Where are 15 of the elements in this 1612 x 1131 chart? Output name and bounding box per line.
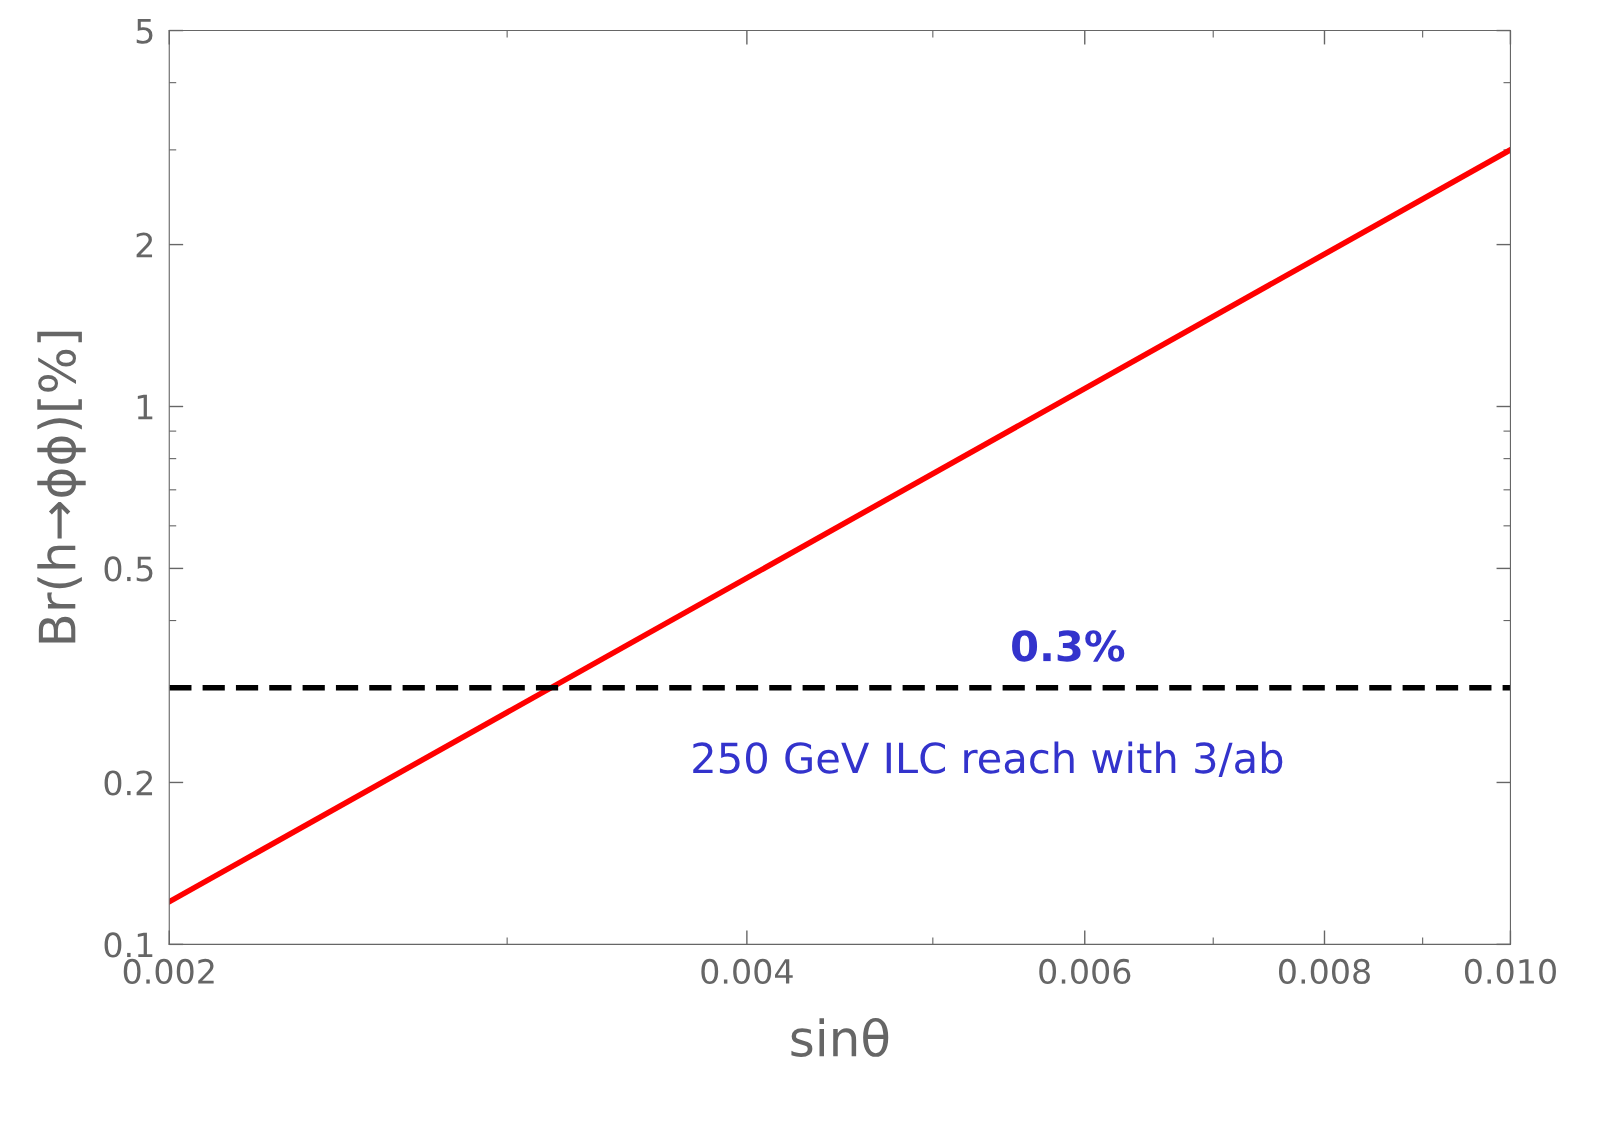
y-tick-label: 0.5: [104, 556, 153, 582]
annotation: 250 GeV ILC reach with 3/ab: [693, 741, 1283, 777]
y-tick-label: 0.2: [104, 770, 153, 796]
x-tick-label: 0.002: [123, 958, 214, 985]
x-tick-label: 0.004: [701, 958, 793, 985]
y-tick-label: 5: [136, 18, 153, 44]
y-tick-label: 0.1: [104, 932, 153, 958]
x-axis-title: sinθ: [791, 1017, 889, 1058]
y-tick-label: 1: [137, 394, 153, 420]
x-tick-label: 0.010: [1464, 958, 1556, 985]
x-tick-label: 0.008: [1278, 958, 1370, 985]
ref-line-label: 0.3%: [1012, 630, 1125, 662]
y-tick-label: 2: [136, 232, 153, 258]
y-axis-title: Br(h→ϕϕ)[%]: [37, 331, 86, 643]
x-tick-label: 0.006: [1039, 958, 1131, 985]
